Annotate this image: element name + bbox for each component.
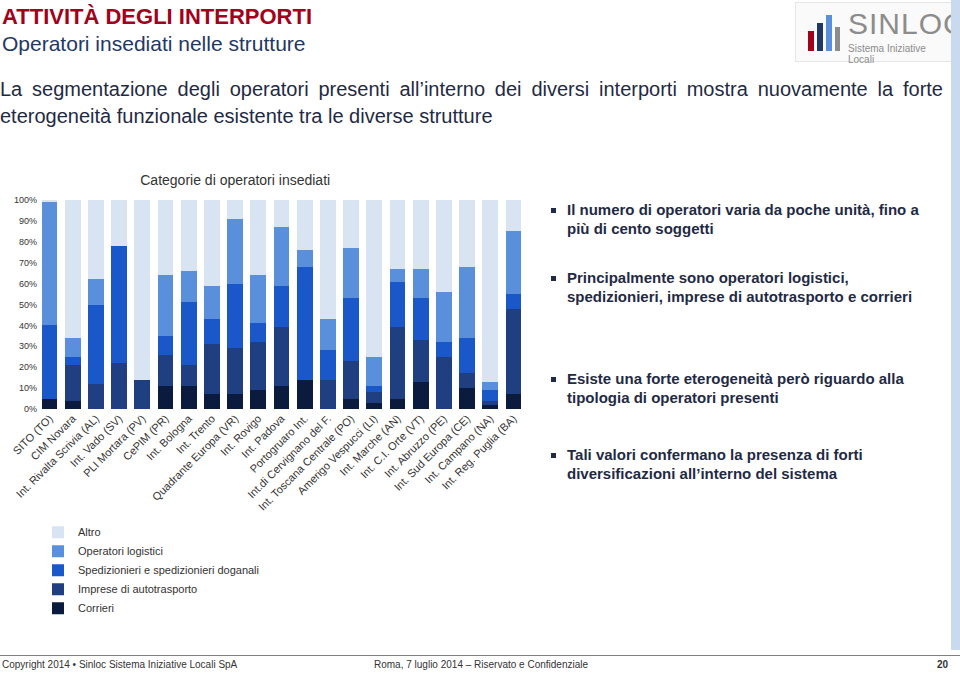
html-text:Tali valori confermano la pres: Tali valori confermano la presenza di fo…: [567, 446, 863, 482]
svg-text:20%: 20%: [19, 362, 37, 372]
html-text:Il numero di operatori varia d: Il numero di operatori varia da poche un…: [567, 201, 919, 237]
html-text:ATTIVITÀ DEGLI INTERPORTI: ATTIVITÀ DEGLI INTERPORTI: [2, 4, 312, 29]
svg-text:0%: 0%: [24, 404, 37, 414]
svg-text:70%: 70%: [19, 258, 37, 268]
svg-text:Int. C.I. Orte (VT): Int. C.I. Orte (VT): [358, 412, 426, 480]
svg-text:Operatori logistici: Operatori logistici: [78, 545, 163, 557]
svg-text:10%: 10%: [19, 383, 37, 393]
svg-text:80%: 80%: [19, 237, 37, 247]
svg-text:PLI Mortara (PV): PLI Mortara (PV): [81, 412, 148, 479]
svg-text:40%: 40%: [19, 321, 37, 331]
svg-text:CePIM (PR): CePIM (PR): [120, 412, 170, 462]
svg-text:Int. Toscana Centrale (PO): Int. Toscana Centrale (PO): [256, 412, 356, 512]
svg-text:Int. Marche (AN): Int. Marche (AN): [337, 412, 403, 478]
svg-text:Imprese di autotrasporto: Imprese di autotrasporto: [78, 583, 197, 595]
svg-text:60%: 60%: [19, 279, 37, 289]
svg-text:CIM Novara: CIM Novara: [28, 412, 79, 463]
svg-text:Int. Vado (SV): Int. Vado (SV): [68, 412, 125, 469]
svg-text:Altro: Altro: [78, 526, 101, 538]
svg-text:Int. Trento: Int. Trento: [174, 412, 218, 456]
html-text:Principalmente sono operatori: Principalmente sono operatori logistici,…: [567, 269, 913, 305]
svg-text:Int. Reg. Puglia (BA): Int. Reg. Puglia (BA): [439, 412, 518, 491]
svg-text:Int.di Cervignano del F.: Int.di Cervignano del F.: [245, 412, 333, 500]
svg-text:Spedizionieri e spedizionieri: Spedizionieri e spedizionieri doganali: [78, 564, 259, 576]
svg-text:50%: 50%: [19, 300, 37, 310]
svg-text:30%: 30%: [19, 341, 37, 351]
html-text:Sistema Iniziative Locali: Sistema Iniziative Locali: [848, 43, 926, 65]
html-text:Operatori insediati nelle stru: Operatori insediati nelle strutture: [2, 32, 306, 55]
svg-text:Int. Padova: Int. Padova: [239, 412, 287, 460]
svg-text:Int. Sud Europa (CE): Int. Sud Europa (CE): [392, 412, 473, 493]
html-text:La segmentazione degli operato: La segmentazione degli operatori present…: [0, 78, 943, 127]
svg-text:Int. Campano (NA): Int. Campano (NA): [422, 412, 495, 485]
svg-text:Corrieri: Corrieri: [78, 602, 114, 614]
html-text:Copyright 2014 • Sinloc Sistem: Copyright 2014 • Sinloc Sistema Iniziati…: [2, 659, 238, 670]
svg-text:Int. Rovigo: Int. Rovigo: [218, 412, 264, 458]
html-text:20: 20: [936, 659, 948, 670]
svg-text:Amerigo Vespucci (LI): Amerigo Vespucci (LI): [295, 412, 380, 497]
svg-text:Categorie di operatori insedia: Categorie di operatori insediati: [140, 172, 330, 188]
svg-text:SITO (TO): SITO (TO): [10, 412, 55, 457]
html-text:Esiste una forte eterogeneità: Esiste una forte eterogeneità però rigua…: [567, 370, 904, 406]
svg-text:Quadrante Europa (VR): Quadrante Europa (VR): [150, 412, 241, 503]
svg-text:Int. Bologna: Int. Bologna: [144, 412, 195, 463]
svg-text:Portogruaro Int.: Portogruaro Int.: [247, 412, 310, 475]
svg-text:90%: 90%: [19, 216, 37, 226]
svg-text:Int. Rivalta Scrivia (AL): Int. Rivalta Scrivia (AL): [14, 412, 102, 500]
html-text:Roma, 7 luglio 2014 – Riservat: Roma, 7 luglio 2014 – Riservato e Confid…: [374, 659, 588, 670]
svg-text:Int. Abruzzo (PE): Int. Abruzzo (PE): [382, 412, 449, 479]
svg-text:100%: 100%: [14, 195, 37, 205]
